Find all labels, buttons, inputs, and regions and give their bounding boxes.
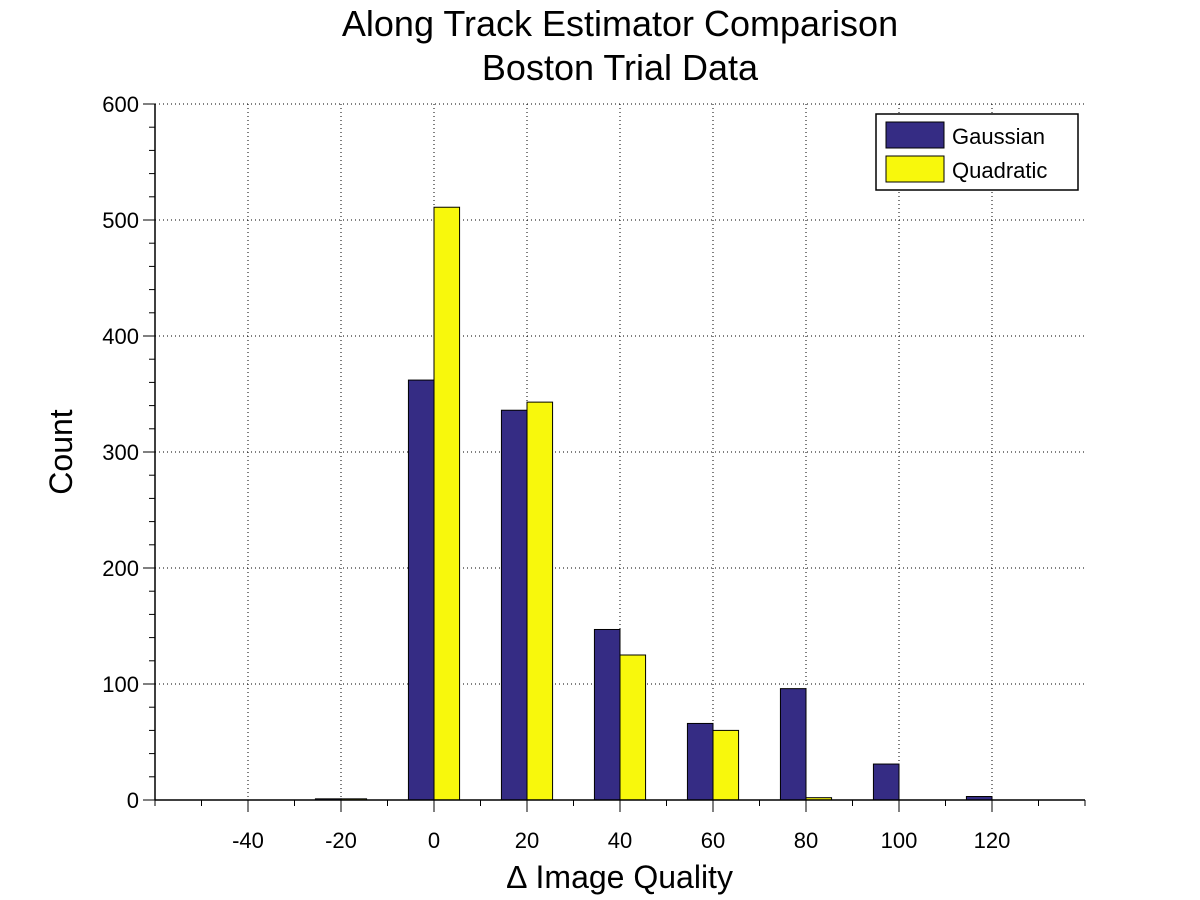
bar-gaussian-60 — [686, 722, 714, 801]
bars — [314, 206, 993, 801]
bar-gaussian-80 — [779, 688, 807, 801]
chart-title: Along Track Estimator Comparison — [342, 3, 898, 44]
bar-quadratic-40 — [619, 654, 647, 801]
y-tick-label: 600 — [102, 92, 139, 117]
x-tick-label: 80 — [794, 828, 818, 853]
bar-gaussian-20 — [500, 409, 528, 801]
bar-gaussian-100 — [872, 763, 900, 801]
y-tick-label: 0 — [127, 788, 139, 813]
legend-label-gaussian: Gaussian — [952, 124, 1045, 149]
y-axis-label: Count — [43, 409, 79, 495]
chart-subtitle: Boston Trial Data — [482, 47, 759, 88]
x-tick-label: 0 — [428, 828, 440, 853]
x-tick-label: 120 — [974, 828, 1011, 853]
bar-gaussian-0 — [407, 379, 435, 801]
legend-label-quadratic: Quadratic — [952, 158, 1047, 183]
x-tick-label: -40 — [232, 828, 264, 853]
y-tick-label: 400 — [102, 324, 139, 349]
x-tick-label: 40 — [608, 828, 632, 853]
y-tick-label: 200 — [102, 556, 139, 581]
axes — [143, 103, 1086, 812]
x-tick-label: -20 — [325, 828, 357, 853]
x-tick-label: 100 — [881, 828, 918, 853]
legend: Gaussian Quadratic — [875, 113, 1079, 191]
x-tick-labels: -40 -20 0 20 40 60 80 100 120 — [232, 828, 1010, 853]
legend-swatch-quadratic — [885, 155, 945, 183]
bar-gaussian-40 — [593, 628, 621, 801]
legend-swatch-gaussian — [885, 121, 945, 149]
y-tick-label: 300 — [102, 440, 139, 465]
x-tick-label: 20 — [515, 828, 539, 853]
x-tick-label: 60 — [701, 828, 725, 853]
bar-quadratic-60 — [712, 729, 740, 801]
y-tick-label: 500 — [102, 208, 139, 233]
y-tick-labels: 0 100 200 300 400 500 600 — [102, 92, 139, 813]
x-axis-label: ∆ Image Quality — [507, 859, 733, 895]
y-tick-label: 100 — [102, 672, 139, 697]
bar-quadratic-0 — [433, 206, 461, 801]
bar-quadratic-20 — [526, 401, 554, 801]
